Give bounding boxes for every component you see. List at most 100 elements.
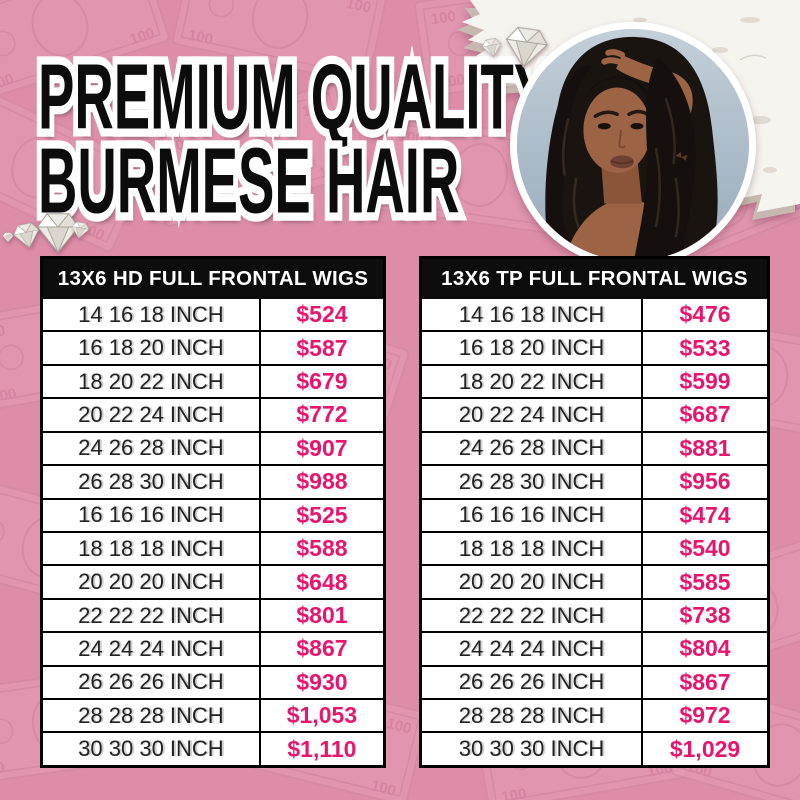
price-cell: $587 — [296, 334, 348, 361]
size-cell: 16 18 20 INCH — [43, 332, 261, 364]
size-cell: 24 26 28 INCH — [43, 432, 261, 465]
size-cell: 18 20 22 INCH — [422, 365, 644, 398]
size-cell: 20 20 20 INCH — [43, 566, 261, 598]
price-cell: $540 — [679, 535, 731, 562]
table-row: 16 18 20 INCH $587 — [43, 330, 383, 364]
size-cell: 30 30 30 INCH — [43, 733, 261, 765]
price-cell: $1,110 — [287, 735, 357, 762]
table-title: 13X6 HD FULL FRONTAL WIGS — [43, 259, 383, 299]
price-cell: $801 — [296, 602, 348, 628]
price-cell: $772 — [296, 401, 348, 428]
size-cell: 28 28 28 INCH — [43, 700, 261, 732]
svg-text:100: 100 — [397, 127, 424, 147]
size-cell: 14 16 18 INCH — [422, 299, 644, 331]
svg-text:100: 100 — [500, 785, 528, 800]
table-row: 16 16 16 INCH $525 — [43, 497, 383, 531]
size-cell: 24 24 24 INCH — [422, 633, 644, 665]
table-rows: 14 16 18 INCH $524 16 18 20 INCH $587 18 20 … — [43, 299, 383, 765]
svg-text:100: 100 — [158, 136, 187, 159]
price-cell: $648 — [296, 568, 348, 595]
table-row: 18 18 18 INCH $588 — [43, 530, 383, 565]
table-row: 16 18 20 INCH $533 — [422, 330, 767, 364]
headline-line1-outline: PREMIUM QUALITY — [33, 43, 555, 153]
table-row: 20 22 24 INCH $772 — [43, 397, 383, 431]
table-row: 28 28 28 INCH $1,053 — [43, 698, 383, 732]
size-cell: 24 24 24 INCH — [43, 633, 261, 665]
svg-text:100: 100 — [0, 385, 18, 406]
svg-text:100: 100 — [385, 715, 413, 738]
table-row: 26 26 26 INCH $867 — [422, 664, 767, 699]
headline-line2-text: BURMESE HAIR — [38, 130, 460, 234]
price-cell: $738 — [679, 602, 731, 628]
table-row: 14 16 18 INCH $524 — [43, 299, 383, 331]
svg-text:100: 100 — [369, 777, 397, 800]
svg-text:100: 100 — [187, 27, 215, 49]
table-row: 20 20 20 INCH $648 — [43, 564, 383, 598]
table-row: 26 26 26 INCH $930 — [43, 664, 383, 699]
price-cell: $474 — [679, 501, 731, 528]
svg-text:100: 100 — [174, 198, 203, 221]
size-cell: 20 22 24 INCH — [422, 399, 644, 431]
table-row: 14 16 18 INCH $476 — [422, 299, 767, 331]
table-row: 26 28 30 INCH $956 — [422, 464, 767, 498]
size-cell: 18 18 18 INCH — [43, 532, 261, 565]
size-cell: 30 30 30 INCH — [422, 733, 644, 765]
table-row: 16 16 16 INCH $474 — [422, 497, 767, 531]
table-row: 24 26 28 INCH $881 — [422, 430, 767, 465]
size-cell: 20 20 20 INCH — [422, 566, 644, 598]
diamond-icon — [70, 220, 90, 241]
price-cell: $930 — [296, 668, 348, 695]
table-row: 26 28 30 INCH $988 — [43, 464, 383, 498]
svg-text:100: 100 — [439, 71, 466, 91]
price-cell: $972 — [679, 702, 731, 729]
table-row: 30 30 30 INCH $1,110 — [43, 731, 383, 765]
price-cell: $956 — [679, 468, 731, 495]
price-table-hd: 13X6 HD FULL FRONTAL WIGS 14 16 18 INCH $… — [40, 256, 386, 768]
size-cell: 18 20 22 INCH — [43, 365, 261, 398]
size-cell: 16 16 16 INCH — [43, 499, 261, 531]
price-cell: $525 — [296, 501, 348, 528]
svg-text:100: 100 — [0, 759, 6, 779]
price-cell: $988 — [296, 468, 348, 495]
svg-text:100: 100 — [301, 98, 330, 121]
price-cell: $533 — [679, 334, 731, 361]
table-row: 18 20 22 INCH $599 — [422, 363, 767, 398]
size-cell: 14 16 18 INCH — [43, 299, 261, 331]
size-cell: 24 26 28 INCH — [422, 432, 644, 465]
price-cell: $588 — [296, 535, 348, 562]
price-cell: $907 — [296, 434, 348, 461]
table-row: 20 22 24 INCH $687 — [422, 397, 767, 431]
price-cell: $881 — [679, 434, 731, 461]
price-cell: $524 — [296, 301, 348, 328]
diamond-icon — [481, 37, 503, 59]
size-cell: 26 26 26 INCH — [43, 666, 261, 699]
headline-line2: BURMESE HAIR BURMESE HAIR — [33, 127, 464, 237]
table-row: 24 24 24 INCH $804 — [422, 631, 767, 665]
size-cell: 18 18 18 INCH — [422, 532, 644, 565]
size-cell: 22 22 22 INCH — [422, 599, 644, 632]
price-cell: $476 — [679, 301, 731, 328]
size-cell: 16 16 16 INCH — [422, 499, 644, 531]
table-row: 24 24 24 INCH $867 — [43, 631, 383, 665]
size-cell: 26 26 26 INCH — [422, 666, 644, 699]
model-photo — [510, 22, 756, 268]
table-row: 18 20 22 INCH $679 — [43, 363, 383, 398]
size-cell: 22 22 22 INCH — [43, 599, 261, 632]
price-cell: $867 — [679, 668, 731, 695]
svg-text:100: 100 — [389, 191, 416, 211]
price-cell: $679 — [296, 368, 348, 395]
table-row: 22 22 22 INCH $738 — [422, 597, 767, 632]
size-cell: 26 28 30 INCH — [422, 466, 644, 498]
price-cell: $585 — [679, 568, 731, 595]
price-cell: $1,053 — [286, 702, 358, 729]
headline-line1: PREMIUM QUALITY PREMIUM QUALITY — [33, 43, 555, 153]
price-cell: $599 — [679, 368, 731, 395]
table-row: 20 20 20 INCH $585 — [422, 564, 767, 598]
diamond-icon — [502, 25, 550, 71]
svg-text:100: 100 — [317, 160, 346, 183]
svg-text:100: 100 — [0, 322, 7, 343]
price-cell: $867 — [296, 635, 348, 662]
table-row: 18 18 18 INCH $540 — [422, 530, 767, 565]
diamond-icon — [2, 232, 14, 243]
